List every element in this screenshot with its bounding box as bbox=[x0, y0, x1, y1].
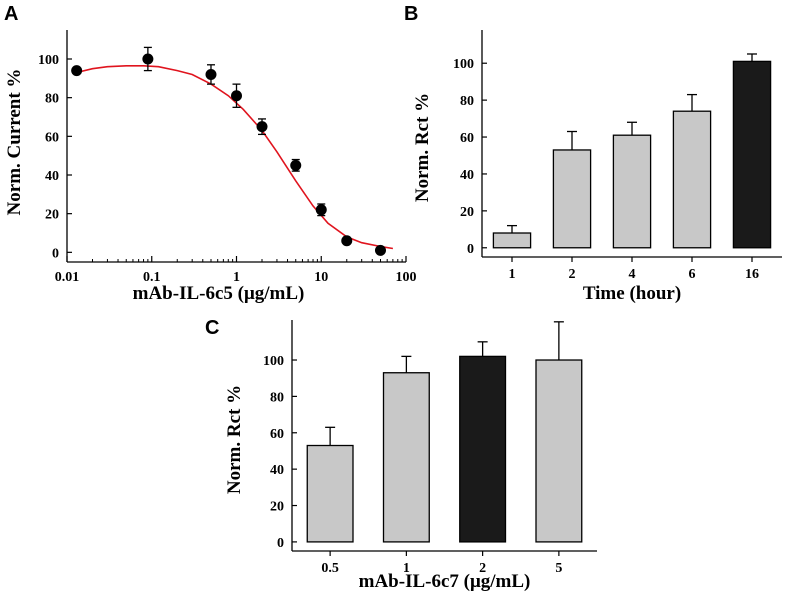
panel-c-bar bbox=[459, 355, 507, 543]
panel-b-bar bbox=[492, 232, 532, 249]
panel-a-x-tick-label: 0.1 bbox=[143, 270, 161, 285]
panel-b-bar bbox=[732, 60, 772, 249]
panel-b-y-tick-label: 40 bbox=[460, 168, 474, 183]
panel-c-x-axis-label: mAb-IL-6c7 (μg/mL) bbox=[359, 571, 531, 592]
panel-b-x-tick-label: 4 bbox=[629, 267, 636, 282]
panel-b-y-tick-label: 0 bbox=[467, 242, 474, 257]
panel-c-y-tick-label: 40 bbox=[270, 463, 284, 478]
panel-a-data-point bbox=[142, 53, 154, 65]
panel-c-bar bbox=[535, 359, 583, 543]
panel-a-data-point bbox=[71, 65, 83, 77]
panel-a-data-point bbox=[205, 68, 217, 80]
panel-a-y-tick-label: 100 bbox=[38, 53, 59, 68]
panel-a-x-tick-label: 100 bbox=[396, 270, 417, 285]
panel-c-x-tick-label: 5 bbox=[555, 561, 562, 576]
panel-c-x-tick-label: 2 bbox=[479, 561, 486, 576]
panel-c-y-tick-label: 0 bbox=[277, 536, 284, 551]
panel-b-x-axis-label: Time (hour) bbox=[583, 283, 681, 304]
panel-a-data-point bbox=[290, 159, 302, 171]
panel-a-y-axis-label: Norm. Current % bbox=[4, 69, 25, 216]
panel-b-x-tick-label: 1 bbox=[509, 267, 516, 282]
panel-b-x-tick-label: 6 bbox=[689, 267, 696, 282]
panel-a-y-tick-label: 40 bbox=[45, 169, 59, 184]
panel-letter-b: B bbox=[404, 3, 418, 25]
panel-letter-c: C bbox=[205, 317, 219, 339]
panel-a-y-tick-label: 80 bbox=[45, 92, 59, 107]
panel-c-y-tick-label: 20 bbox=[270, 500, 284, 515]
panel-b-x-tick-label: 16 bbox=[745, 267, 759, 282]
panel-a-x-tick-label: 10 bbox=[314, 270, 328, 285]
panel-a-data-point bbox=[374, 244, 386, 256]
panel-a-y-tick-label: 20 bbox=[45, 208, 59, 223]
panel-c-x-tick-label: 1 bbox=[403, 561, 410, 576]
panel-b-x-tick-label: 2 bbox=[569, 267, 576, 282]
panel-b-y-tick-label: 100 bbox=[453, 57, 474, 72]
panel-c-bar bbox=[382, 372, 430, 543]
panel-a-fit-line bbox=[76, 65, 394, 250]
panel-a-chart: 0 20 40 60 80 100 0.01 0.1 1 10 100 mAb-IL-6c5 (μg/… bbox=[4, 30, 417, 304]
panel-a-data-point bbox=[315, 204, 327, 216]
panel-b-y-axis-label: Norm. Rct % bbox=[412, 93, 433, 202]
panel-c-y-axis-label: Norm. Rct % bbox=[224, 385, 245, 494]
panel-b-bar bbox=[612, 134, 652, 249]
panel-c-bar bbox=[306, 444, 354, 543]
panel-a-data-point bbox=[341, 235, 353, 247]
panel-b-chart: 0 20 40 60 80 100 1 2 4 6 16 Time (hour) Norm. Rct % bbox=[412, 30, 782, 304]
panel-a-x-tick-label: 1 bbox=[233, 270, 240, 285]
panel-c-x-tick-label: 0.5 bbox=[321, 561, 339, 576]
panel-b-bar bbox=[672, 110, 712, 249]
panel-c-y-tick-label: 60 bbox=[270, 427, 284, 442]
panel-letter-a: A bbox=[4, 3, 18, 25]
panel-b-y-tick-label: 20 bbox=[460, 205, 474, 220]
panel-a-x-tick-label: 0.01 bbox=[55, 270, 80, 285]
panel-b-bar bbox=[552, 149, 592, 249]
panel-b-y-tick-label: 80 bbox=[460, 94, 474, 109]
panel-b-y-tick-label: 60 bbox=[460, 131, 474, 146]
panel-c-y-tick-label: 100 bbox=[263, 354, 284, 369]
panel-a-y-tick-label: 60 bbox=[45, 130, 59, 145]
panel-c-y-tick-label: 80 bbox=[270, 390, 284, 405]
panel-a-y-tick-label: 0 bbox=[52, 246, 59, 261]
panel-c-chart: 0 20 40 60 80 100 0.5 1 2 5 mAb-IL-6c7 (μg/mL) Norm… bbox=[224, 320, 597, 592]
panel-a-x-axis-label: mAb-IL-6c5 (μg/mL) bbox=[133, 283, 305, 304]
panel-a-data-point bbox=[231, 90, 242, 102]
panel-a-data-point bbox=[256, 121, 268, 133]
